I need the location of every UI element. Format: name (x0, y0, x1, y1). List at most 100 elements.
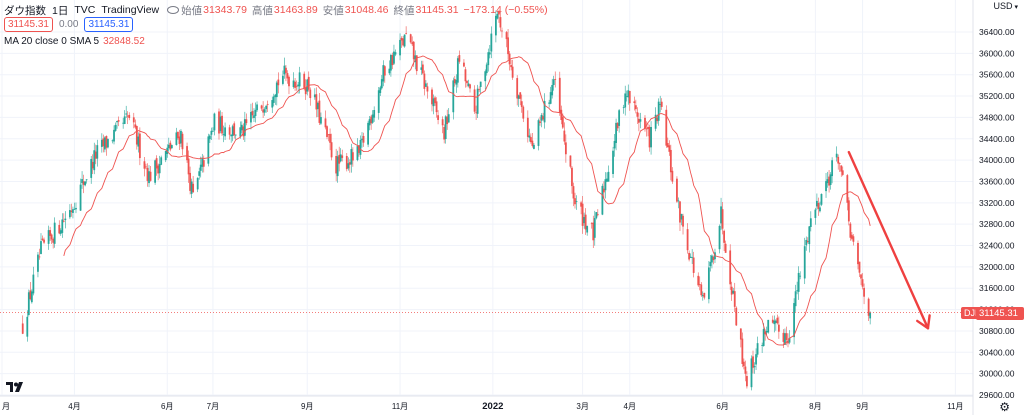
candle-body (581, 203, 584, 226)
candle-body (624, 93, 627, 108)
candle-body (861, 279, 864, 287)
x-tick-label: 8月 (809, 402, 821, 411)
candle-body (612, 150, 614, 174)
candle-body (102, 138, 105, 147)
candle-body (698, 284, 701, 285)
symbol-title[interactable]: ダウ指数 (4, 4, 46, 17)
candle-body (677, 200, 680, 202)
candle-body (539, 121, 541, 123)
candle-body (606, 178, 608, 182)
gear-icon[interactable]: ⚙ (999, 400, 1010, 414)
candle-body (155, 158, 158, 169)
candle-body (286, 73, 289, 79)
candle-body (274, 94, 277, 98)
candle-body (613, 140, 616, 149)
trend-arrow (847, 150, 931, 330)
candle-body (806, 241, 809, 243)
candle-body (543, 100, 546, 123)
candle-body (686, 229, 689, 251)
y-tick-label: 29600.00 (979, 390, 1015, 400)
candle-body (744, 366, 747, 374)
candle-body (776, 317, 779, 324)
y-tick-label: 34400.00 (979, 134, 1015, 144)
y-tick-label: 34000.00 (979, 155, 1015, 165)
candle-body (431, 89, 433, 105)
candle-body (682, 215, 684, 227)
y-tick-label: 30800.00 (979, 326, 1015, 336)
candle-body (777, 324, 780, 332)
buy-button[interactable]: 31145.31 (84, 17, 134, 32)
candle-body (234, 134, 237, 136)
candle-body (718, 225, 721, 250)
candle-body (607, 171, 610, 182)
candle-body (189, 172, 191, 191)
candle-body (618, 110, 621, 126)
candle-body (467, 83, 470, 87)
close-label: 終値 (393, 4, 415, 17)
sell-button[interactable]: 31145.31 (4, 17, 53, 32)
candle-body (574, 198, 576, 205)
candle-body (239, 127, 242, 137)
candle-body (201, 157, 204, 167)
candle-body (123, 116, 126, 124)
candle-body (73, 208, 76, 210)
candle-body (723, 230, 725, 243)
candle-body (446, 116, 449, 125)
candle-body (529, 137, 532, 143)
candle-body (294, 81, 296, 88)
candle-body (315, 94, 318, 110)
eye-icon[interactable] (167, 6, 180, 14)
candle-body (336, 156, 339, 177)
candle-body (773, 320, 776, 325)
candle-body (288, 76, 290, 87)
candle-body (222, 134, 225, 135)
candle-body (659, 104, 662, 105)
candle-body (703, 292, 706, 298)
candle-body (519, 92, 522, 99)
candle-body (107, 139, 109, 148)
y-tick-label: 33600.00 (979, 176, 1015, 186)
candle-body (243, 119, 246, 136)
candle-body (434, 97, 436, 104)
candle-body (478, 89, 481, 91)
ma-indicator-legend[interactable]: MA 20 close 0 SMA 5 32848.52 (4, 36, 145, 47)
candle-body (122, 122, 125, 124)
candle-body (720, 206, 722, 224)
candle-body (452, 80, 455, 113)
candle-body (707, 267, 710, 300)
currency-selector[interactable]: USD (994, 1, 1018, 11)
candle-body (533, 144, 535, 149)
candle-body (657, 101, 660, 121)
trade-row: 31145.31 0.00 31145.31 (4, 17, 139, 32)
candle-body (809, 218, 812, 227)
ma-indicator-label: MA 20 close 0 SMA 5 (4, 36, 100, 47)
candle-body (765, 330, 768, 333)
time-axis: 月 4月 6月 7月 9月 11月 2022 3月 4月 6月 8月 9月 11月 (2, 401, 964, 412)
candle-body (41, 238, 44, 241)
candle-body (40, 241, 42, 254)
candle-body (277, 79, 280, 86)
open-label: 始値 (181, 4, 203, 17)
candle-body (272, 96, 275, 103)
candle-body (186, 146, 188, 161)
close-value: 31145.31 (415, 4, 459, 16)
candle-body (729, 250, 732, 285)
candle-body (116, 120, 118, 123)
candle-body (377, 90, 380, 113)
y-tick-label: 32000.00 (979, 262, 1015, 272)
candle-body (680, 213, 683, 220)
candle-body (437, 115, 439, 120)
candle-body (837, 156, 840, 164)
candle-body (558, 77, 561, 113)
candle-body (796, 290, 799, 292)
candle-body (180, 130, 182, 144)
interval-label[interactable]: 1日 (52, 4, 69, 17)
candle-body (266, 104, 269, 106)
candle-body (190, 181, 193, 194)
candle-body (70, 210, 73, 213)
candle-body (213, 113, 216, 131)
y-tick-label: 30000.00 (979, 369, 1015, 379)
candle-body (125, 113, 128, 115)
candle-body (645, 128, 648, 130)
